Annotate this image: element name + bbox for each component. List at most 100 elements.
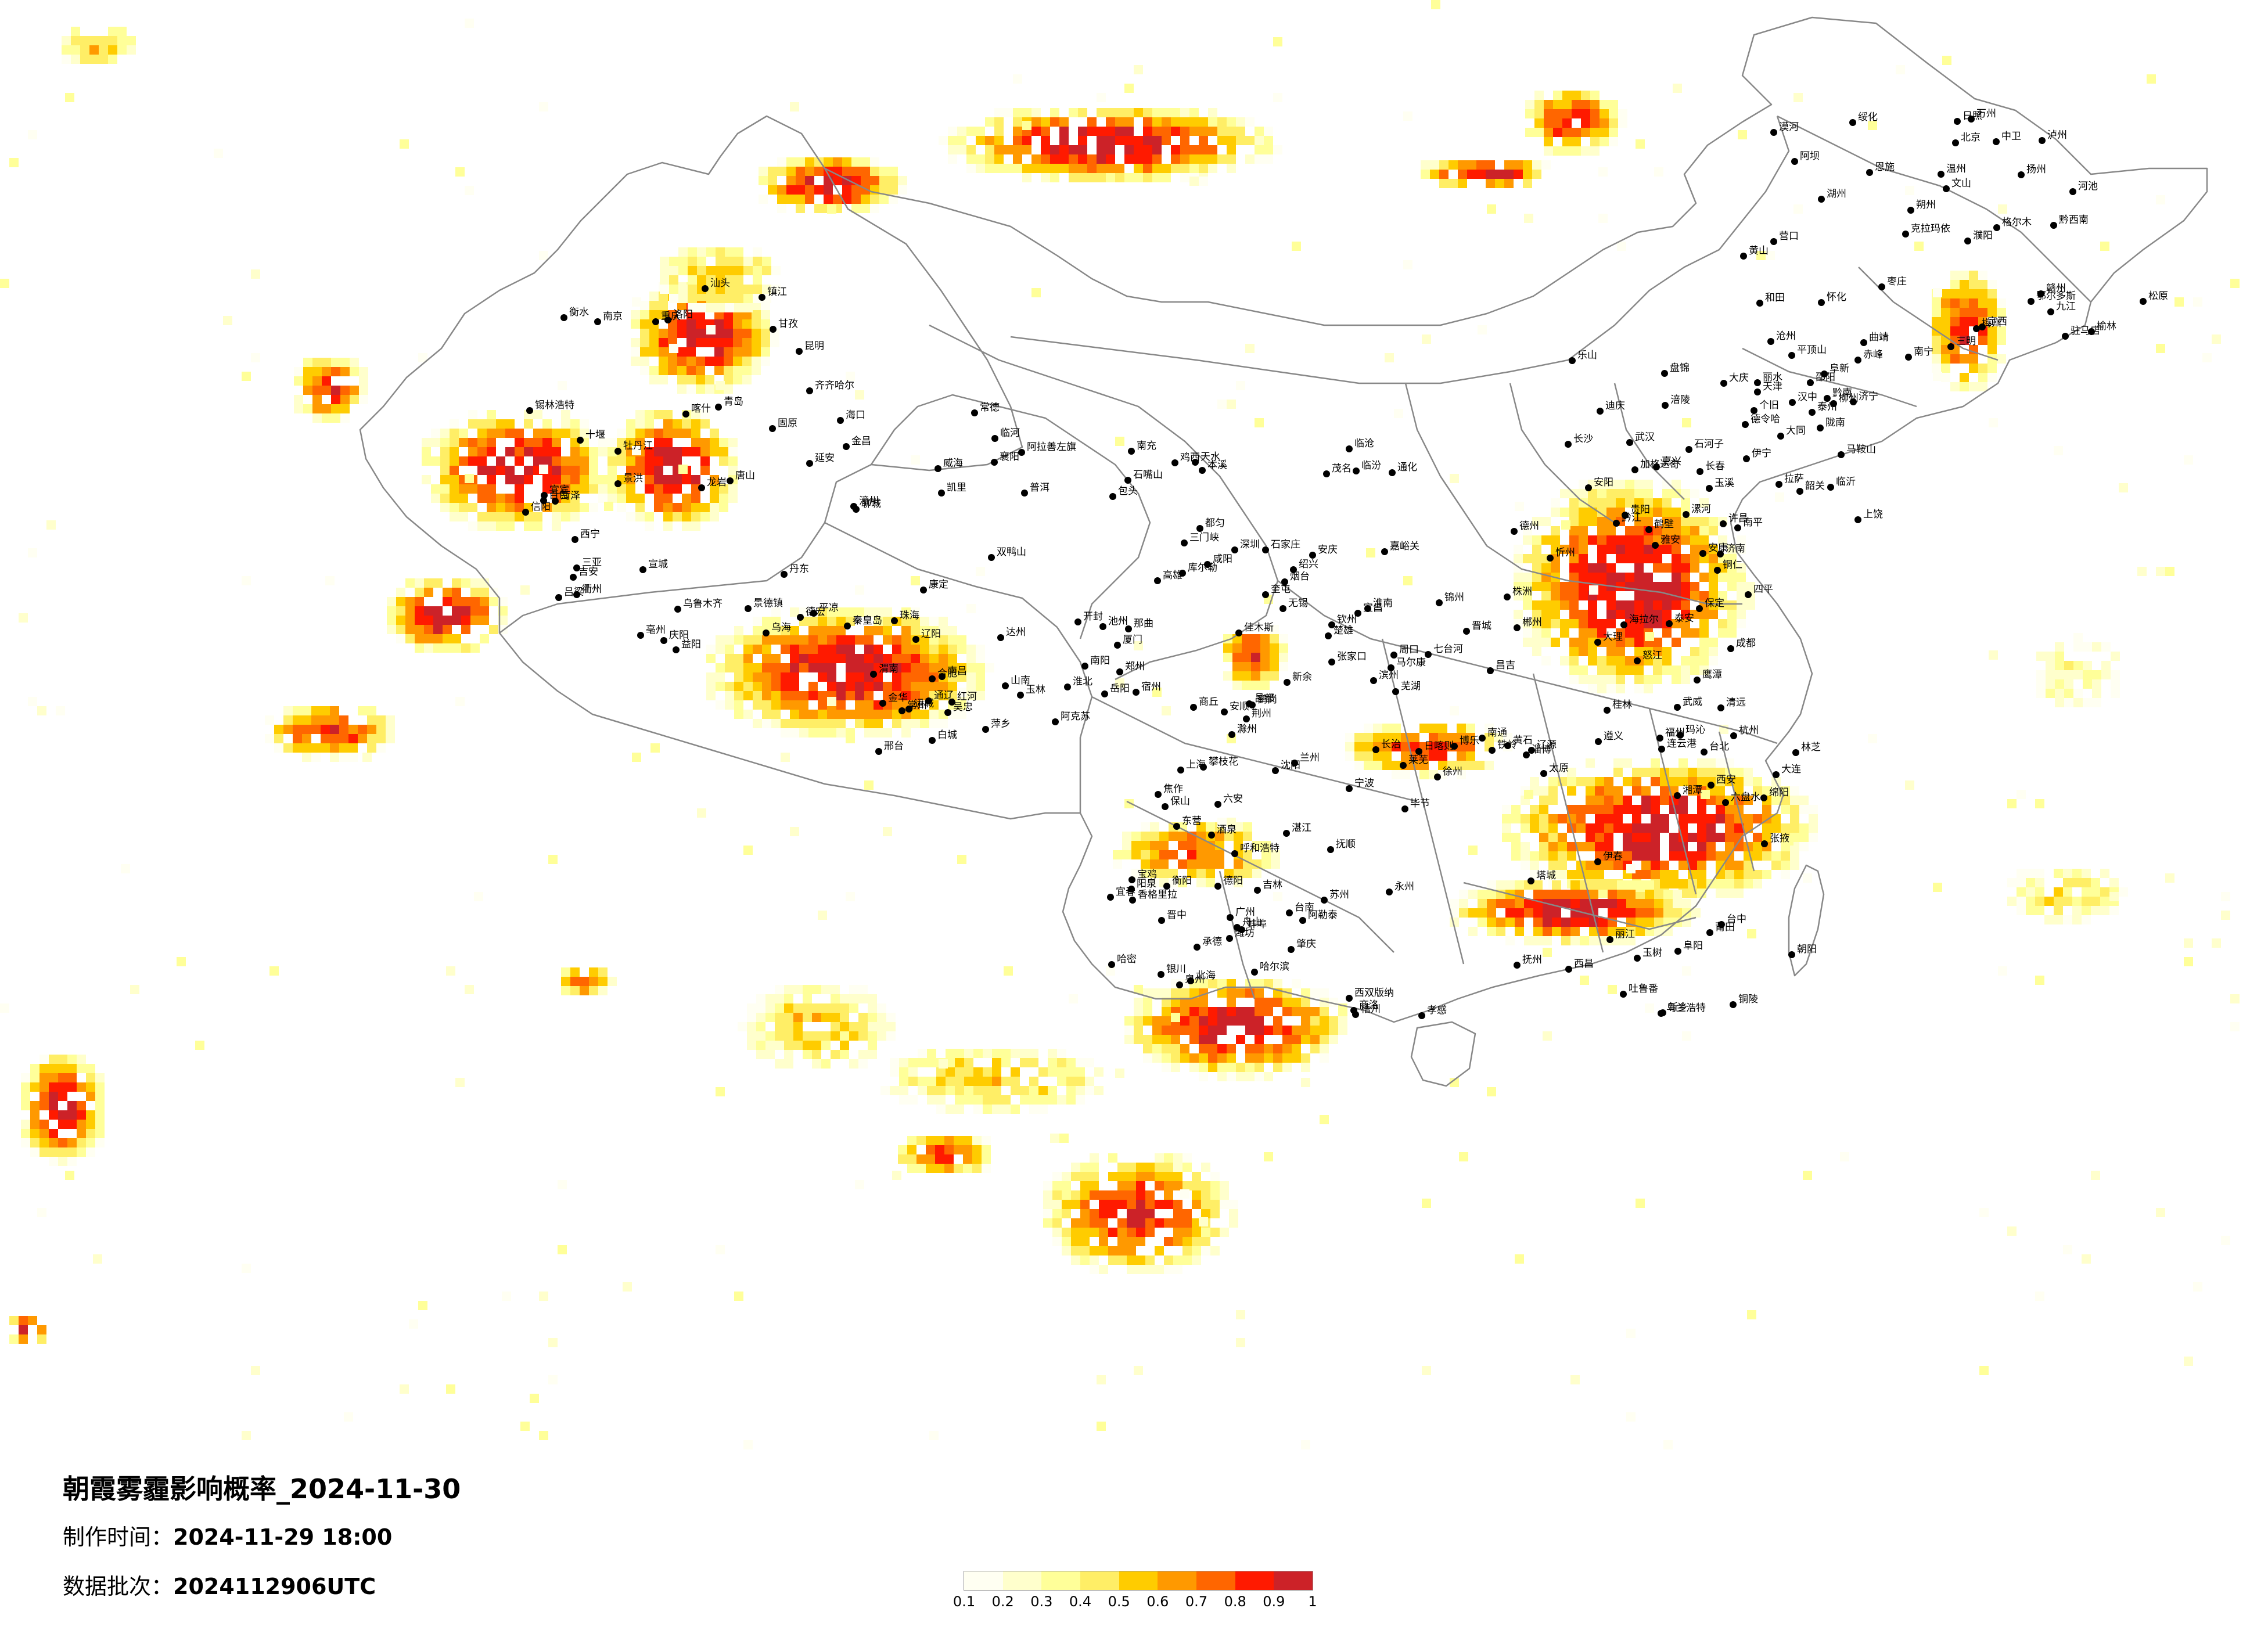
- city-dot: [997, 634, 1004, 641]
- city-dot: [1993, 138, 2000, 145]
- city-label: 珠海: [900, 610, 919, 621]
- city-dot: [1514, 962, 1521, 969]
- city-dot: [570, 574, 577, 581]
- city-dot: [1262, 591, 1269, 598]
- city-label: 伊宁: [1752, 448, 1771, 459]
- city-label: 达州: [1006, 627, 1026, 638]
- city-dot: [1179, 570, 1186, 577]
- city-label: 宣城: [648, 559, 668, 570]
- city-label: 太原: [1549, 762, 1569, 774]
- city-label: 河池: [2078, 181, 2098, 192]
- city-dot: [1221, 708, 1228, 715]
- city-label: 金昌: [851, 436, 871, 447]
- city-dot: [1796, 488, 1803, 495]
- city-label: 鹤壁: [1654, 519, 1674, 530]
- city-label: 白城: [937, 729, 957, 741]
- city-dot: [1770, 129, 1777, 136]
- city-label: 南通: [1487, 727, 1507, 739]
- hainan-outline: [1410, 1021, 1476, 1087]
- city-dot: [991, 435, 998, 442]
- city-dot: [1720, 380, 1727, 387]
- city-label: 武汉: [1635, 431, 1655, 443]
- city-label: 曲靖: [1869, 332, 1889, 343]
- city-dot: [1620, 991, 1627, 998]
- city-dot: [781, 571, 788, 578]
- city-label: 滨州: [1379, 670, 1399, 681]
- city-dot: [1792, 749, 1799, 756]
- city-label: 天水: [1201, 451, 1220, 463]
- city-dot: [2050, 222, 2057, 229]
- city-dot: [1381, 548, 1388, 555]
- city-label: 台南: [1295, 902, 1314, 913]
- border-innermongolia: [1010, 116, 1790, 384]
- city-dot: [1109, 493, 1116, 500]
- city-label: 齐齐哈尔: [815, 380, 854, 391]
- city-label: 朔州: [1916, 199, 1936, 211]
- city-dot: [1372, 746, 1379, 753]
- city-dot: [1817, 425, 1824, 431]
- legend-swatch: [1196, 1571, 1235, 1590]
- city-label: 宜春: [1116, 886, 1135, 898]
- city-label: 舟山: [1242, 916, 1262, 928]
- city-dot: [702, 285, 709, 292]
- city-label: 奎屯: [1271, 584, 1291, 595]
- city-dot: [2047, 308, 2054, 315]
- city-dot: [715, 404, 722, 411]
- city-dot: [763, 629, 770, 636]
- city-label: 六盘水: [1731, 792, 1760, 803]
- city-dot: [1701, 749, 1708, 756]
- city-dot: [843, 443, 850, 450]
- city-label: 甘孜: [778, 318, 798, 330]
- city-dot: [2140, 298, 2147, 305]
- city-label: 烟台: [1290, 571, 1310, 582]
- city-label: 晋城: [1472, 620, 1491, 632]
- city-label: 四平: [1753, 584, 1773, 595]
- city-label: 连云港: [1667, 738, 1696, 750]
- city-label: 阿拉善左旗: [1027, 441, 1076, 453]
- city-label: 马尔康: [1396, 657, 1426, 668]
- city-label: 松原: [2148, 290, 2168, 302]
- city-dot: [1626, 439, 1633, 446]
- city-dot: [1523, 751, 1530, 758]
- city-label: 那曲: [1134, 618, 1153, 629]
- city-dot: [560, 314, 567, 321]
- city-label: 阿坝: [1800, 150, 1820, 162]
- city-dot: [1634, 657, 1641, 664]
- city-label: 郑州: [1125, 661, 1145, 672]
- city-label: 黄山: [1749, 245, 1769, 257]
- city-dot: [660, 637, 667, 644]
- city-label: 南充: [1137, 440, 1156, 452]
- city-dot: [1231, 850, 1238, 857]
- city-dot: [1662, 402, 1669, 409]
- city-dot: [2028, 298, 2035, 305]
- city-label: 秦皇岛: [853, 615, 882, 627]
- city-label: 萍乡: [991, 718, 1011, 730]
- city-label: 黔南: [1832, 387, 1852, 399]
- city-label: 喀什: [691, 403, 711, 415]
- city-dot: [1821, 370, 1828, 377]
- city-dot: [1370, 677, 1377, 684]
- city-dot: [1661, 370, 1668, 377]
- city-dot: [573, 564, 580, 571]
- city-label: 钦州: [1337, 614, 1357, 625]
- province-borders: [359, 16, 2208, 1087]
- city-label: 蚌埠: [1247, 919, 1267, 930]
- city-label: 温州: [1946, 163, 1966, 175]
- city-label: 延安: [815, 452, 835, 464]
- city-dot: [1415, 748, 1422, 755]
- city-dot: [982, 726, 989, 733]
- city-label: 焦作: [1163, 783, 1183, 795]
- city-label: 伊春: [1603, 851, 1623, 862]
- city-label: 西宁: [580, 528, 600, 540]
- city-label: 固原: [778, 418, 797, 429]
- legend-swatch: [1119, 1571, 1158, 1590]
- city-dot: [991, 459, 998, 466]
- city-label: 文山: [1951, 178, 1971, 189]
- city-dot: [1827, 484, 1834, 491]
- city-dot: [1192, 459, 1199, 466]
- city-dot: [1181, 539, 1188, 546]
- city-label: 德宏: [806, 606, 825, 618]
- city-label: 遵义: [1604, 731, 1623, 742]
- city-dot: [555, 594, 562, 601]
- city-label: 嘉兴: [1662, 456, 1681, 467]
